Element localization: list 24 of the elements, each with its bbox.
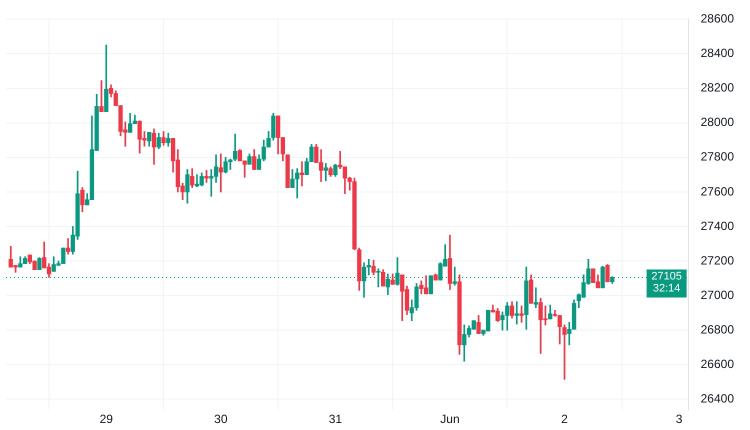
candlestick [519,306,524,323]
x-tick-label: 29 [100,412,114,426]
x-tick-label: 3 [676,412,683,426]
y-tick-label: 27000 [700,288,734,302]
x-tick-label: Jun [440,412,460,426]
x-tick-label: 2 [561,412,568,426]
y-tick-label: 27800 [700,150,734,164]
ref-line-label: 27105 [651,270,682,282]
candlestick [204,170,209,183]
y-tick-label: 28600 [700,12,734,26]
x-tick-label: 31 [328,412,342,426]
y-tick-label: 28400 [700,46,734,60]
y-tick-label: 26800 [700,322,734,336]
candlestick [300,161,304,186]
y-tick-label: 26400 [700,392,734,406]
y-tick-label: 26600 [700,357,734,371]
y-tick-label: 27200 [700,253,734,268]
y-tick-label: 27600 [700,184,734,198]
y-tick-label: 28000 [700,115,734,130]
y-tick-label: 28200 [700,80,734,95]
annotation: 32:14 [652,282,680,294]
y-tick-label: 27400 [700,218,734,233]
candlestick [99,80,104,112]
x-tick-label: 30 [214,412,228,426]
